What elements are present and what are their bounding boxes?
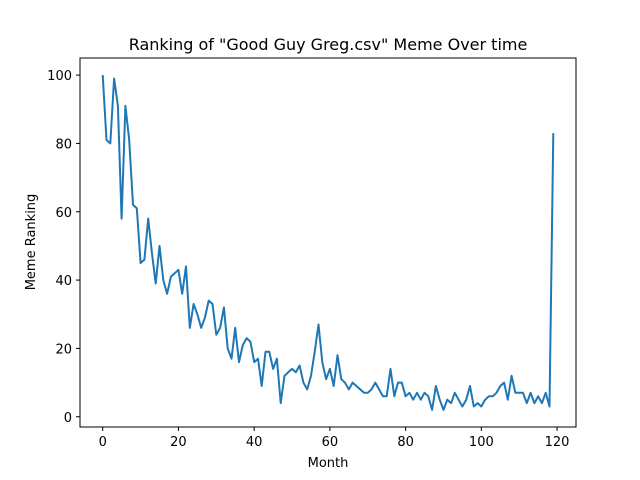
x-axis-label: Month xyxy=(308,456,349,471)
y-tick-label: 40 xyxy=(55,274,72,289)
series-line xyxy=(101,75,555,411)
y-tick-label: 0 xyxy=(64,411,72,426)
x-tick-label: 0 xyxy=(99,435,107,450)
chart-title: Ranking of "Good Guy Greg.csv" Meme Over… xyxy=(129,35,528,54)
x-tick-label: 100 xyxy=(469,435,494,450)
plot-area-frame xyxy=(79,57,577,428)
y-tick-label: 60 xyxy=(55,206,72,221)
x-tick-label: 80 xyxy=(397,435,414,450)
x-tick-label: 20 xyxy=(170,435,187,450)
y-tick-label: 100 xyxy=(47,69,72,84)
y-axis-label: Meme Ranking xyxy=(24,194,39,291)
y-axis: 0 20 40 60 80 100 xyxy=(47,69,80,426)
x-tick-label: 120 xyxy=(545,435,570,450)
x-tick-label: 40 xyxy=(246,435,263,450)
x-axis: 0 20 40 60 80 100 120 xyxy=(99,427,570,450)
y-tick-label: 20 xyxy=(55,342,72,357)
y-tick-label: 80 xyxy=(55,137,72,152)
x-tick-label: 60 xyxy=(322,435,339,450)
